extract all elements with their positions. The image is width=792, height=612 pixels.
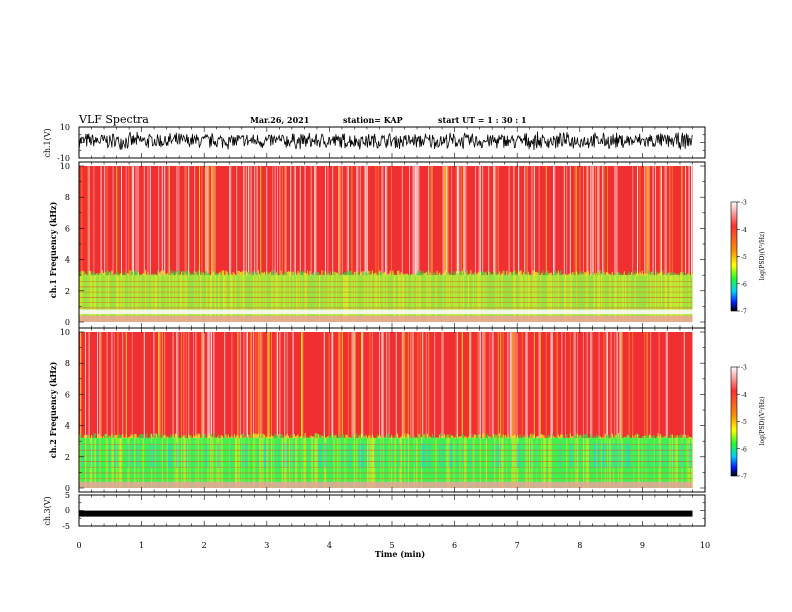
date-label: Mar.26, 2021 — [250, 115, 309, 125]
colorbar-tick-label: -5 — [741, 254, 747, 261]
ch3-ytick-bottom: -5 — [62, 522, 70, 531]
colorbar-tick-label: -7 — [741, 474, 747, 481]
spectrogram-gap-band — [79, 309, 693, 315]
spectrogram-ytick-label: 2 — [65, 453, 70, 462]
station-label: station= KAP — [343, 115, 403, 125]
x-tick-label: 10 — [700, 541, 710, 550]
spectrogram-ytick-label: 10 — [60, 328, 70, 337]
spectrogram-high-band — [79, 332, 693, 439]
ch3-ylabel: ch.3(V) — [43, 496, 52, 525]
x-axis-label: Time (min) — [375, 549, 425, 559]
colorbar-ch1-label: log(PSD)(V²/Hz) — [759, 232, 766, 281]
x-tick-label: 7 — [515, 541, 520, 550]
colorbar-ch1: -3 -4 -5 -6 -7 log(PSD)(V²/Hz) — [730, 200, 766, 316]
spectrogram-low-band — [79, 275, 693, 322]
colorbar-ch2-scale — [730, 366, 738, 477]
ch3-ytick-top: 5 — [65, 491, 70, 500]
ch3-waveform-panel: 5 0 -5 ch.3(V) — [43, 491, 706, 531]
ch1-ytick-bottom: -10 — [57, 154, 70, 163]
colorbar-tick-label: -7 — [741, 309, 747, 316]
spectrogram-ytick-label: 4 — [65, 256, 70, 265]
start-time-label: start UT = 1 : 30 : 1 — [438, 115, 527, 125]
colorbar-ch2: -3 -4 -5 -6 -7 log(PSD)(V²/Hz) — [730, 365, 766, 481]
ch1-spectrogram-ylabel: ch.1 Frequency (kHz) — [48, 202, 58, 299]
ch1-waveform-panel: 10 -10 ch.1(V) — [43, 123, 706, 163]
ch3-ytick-mid: 0 — [65, 506, 70, 515]
ch2-spectrogram-ticks — [78, 328, 706, 492]
figure-title: VLF Spectra — [78, 113, 149, 126]
x-tick-label: 8 — [577, 541, 582, 550]
colorbar-ch2-label: log(PSD)(V²/Hz) — [759, 397, 766, 446]
x-tick-label: 9 — [640, 541, 645, 550]
ch3-frame — [78, 494, 706, 527]
colorbar-ch1-scale — [730, 201, 738, 312]
ch3-trace — [79, 510, 693, 517]
colorbar-tick-label: -4 — [741, 392, 747, 399]
x-tick-label: 2 — [202, 541, 207, 550]
ch2-spectrogram — [79, 332, 693, 488]
colorbar-tick-label: -4 — [741, 227, 747, 234]
colorbar-tick-label: -3 — [741, 365, 747, 372]
spectrogram-ytick-label: 6 — [65, 224, 70, 233]
colorbar-tick-label: -5 — [741, 419, 747, 426]
colorbar-tick-label: -6 — [741, 446, 747, 453]
ch2-spectrogram-ylabel: ch.2 Frequency (kHz) — [48, 362, 58, 459]
x-axis-tick-labels: 0 1 2 3 4 5 6 7 8 9 10 — [76, 541, 710, 550]
colorbar-tick-label: -6 — [741, 281, 747, 288]
x-tick-label: 0 — [76, 541, 81, 550]
ch1-ylabel: ch.1(V) — [43, 128, 52, 157]
ch1-ticks — [78, 126, 706, 159]
ch3-ticks — [78, 494, 706, 527]
ch2-spectrogram-panel: 0 2 4 6 8 10 ch.2 Frequency (kHz) — [48, 327, 706, 493]
spectrogram-ytick-label: 8 — [65, 193, 70, 202]
spectrogram-ytick-label: 4 — [65, 422, 70, 431]
x-tick-label: 5 — [389, 541, 394, 550]
spectrogram-ytick-label: 0 — [65, 484, 70, 493]
x-tick-label: 4 — [327, 541, 332, 550]
ch1-trace — [79, 131, 693, 151]
ch1-spectrogram-panel: 0 2 4 6 8 10 ch.1 Frequency (kHz) — [48, 161, 706, 329]
ch1-ytick-top: 10 — [60, 123, 70, 132]
spectrogram-ytick-label: 0 — [65, 318, 70, 327]
x-tick-label: 1 — [139, 541, 144, 550]
x-tick-label: 3 — [264, 541, 269, 550]
spectrogram-ytick-label: 2 — [65, 287, 70, 296]
spectrogram-ytick-label: 10 — [60, 162, 70, 171]
spectrogram-ytick-label: 8 — [65, 359, 70, 368]
x-tick-label: 6 — [452, 541, 457, 550]
ch1-spectrogram — [79, 166, 693, 322]
spectrogram-ytick-label: 6 — [65, 390, 70, 399]
colorbar-tick-label: -3 — [741, 200, 747, 207]
